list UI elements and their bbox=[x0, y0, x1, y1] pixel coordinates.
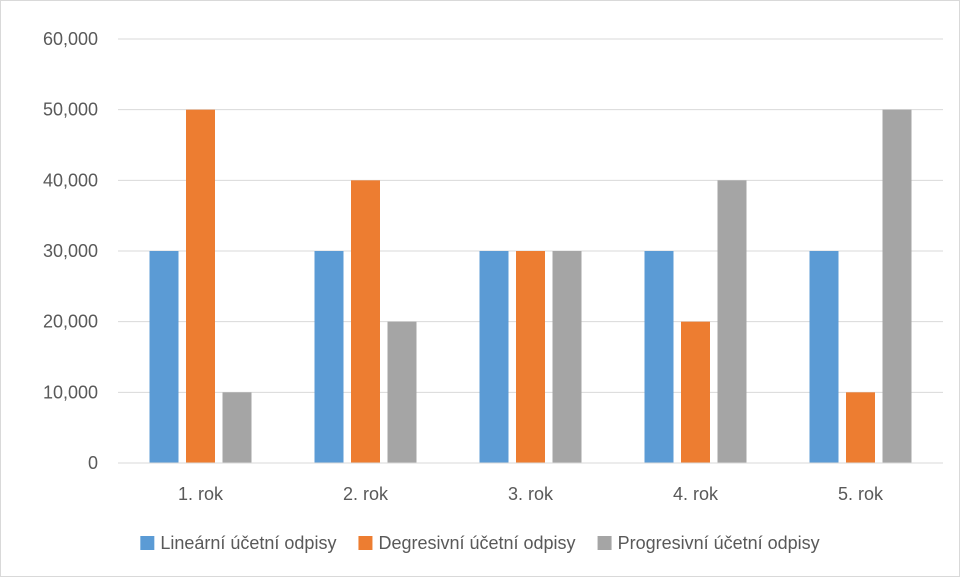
legend-item-linearni-ucetni-odpisy: Lineární účetní odpisy bbox=[140, 533, 336, 553]
y-tick-label: 10,000 bbox=[43, 382, 98, 402]
bar-progresivni-ucetni-odpisy-1-rok bbox=[222, 392, 252, 463]
legend-label: Lineární účetní odpisy bbox=[160, 533, 336, 553]
y-tick-label: 40,000 bbox=[43, 170, 98, 190]
y-axis-tick-labels: 0 10,000 20,000 30,000 40,000 50,000 60,000 bbox=[43, 29, 98, 473]
bar-degresivni-ucetni-odpisy-5-rok bbox=[846, 392, 875, 463]
bar-progresivni-ucetni-odpisy-4-rok bbox=[717, 180, 747, 464]
bar-linearni-ucetni-odpisy-1-rok bbox=[149, 251, 179, 463]
bar-progresivni-ucetni-odpisy-3-rok bbox=[552, 251, 582, 463]
legend-swatch bbox=[358, 536, 373, 550]
bar-linearni-ucetni-odpisy-4-rok bbox=[644, 251, 674, 463]
x-tick-label: 2. rok bbox=[343, 484, 389, 504]
y-tick-label: 20,000 bbox=[43, 312, 98, 332]
y-tick-label: 30,000 bbox=[43, 241, 98, 261]
legend-swatch bbox=[597, 536, 612, 550]
y-tick-label: 50,000 bbox=[43, 100, 98, 120]
legend-swatch bbox=[140, 536, 155, 550]
x-tick-label: 3. rok bbox=[508, 484, 554, 504]
bar-degresivni-ucetni-odpisy-1-rok bbox=[186, 109, 215, 464]
x-tick-label: 1. rok bbox=[178, 484, 224, 504]
x-tick-label: 4. rok bbox=[673, 484, 719, 504]
legend-item-progresivni-ucetni-odpisy: Progresivní účetní odpisy bbox=[597, 533, 820, 553]
bar-linearni-ucetni-odpisy-5-rok bbox=[809, 251, 839, 463]
bar-progresivni-ucetni-odpisy-2-rok bbox=[387, 321, 417, 463]
bars bbox=[149, 109, 912, 464]
legend-label: Progresivní účetní odpisy bbox=[618, 533, 820, 553]
x-axis-tick-labels: 1. rok 2. rok 3. rok 4. rok 5. rok bbox=[178, 484, 884, 504]
bar-linearni-ucetni-odpisy-2-rok bbox=[314, 251, 344, 463]
bar-degresivni-ucetni-odpisy-4-rok bbox=[681, 321, 710, 463]
legend-label: Degresivní účetní odpisy bbox=[378, 533, 575, 553]
legend: Lineární účetní odpisy Degresivní účetní … bbox=[140, 533, 820, 553]
bar-progresivni-ucetni-odpisy-5-rok bbox=[882, 109, 912, 464]
y-tick-label: 0 bbox=[88, 453, 98, 473]
bar-linearni-ucetni-odpisy-3-rok bbox=[479, 251, 509, 463]
legend-item-degresivni-ucetni-odpisy: Degresivní účetní odpisy bbox=[358, 533, 576, 553]
x-tick-label: 5. rok bbox=[838, 484, 884, 504]
bar-degresivni-ucetni-odpisy-3-rok bbox=[516, 251, 545, 463]
y-tick-label: 60,000 bbox=[43, 29, 98, 49]
bar-degresivni-ucetni-odpisy-2-rok bbox=[351, 180, 380, 464]
